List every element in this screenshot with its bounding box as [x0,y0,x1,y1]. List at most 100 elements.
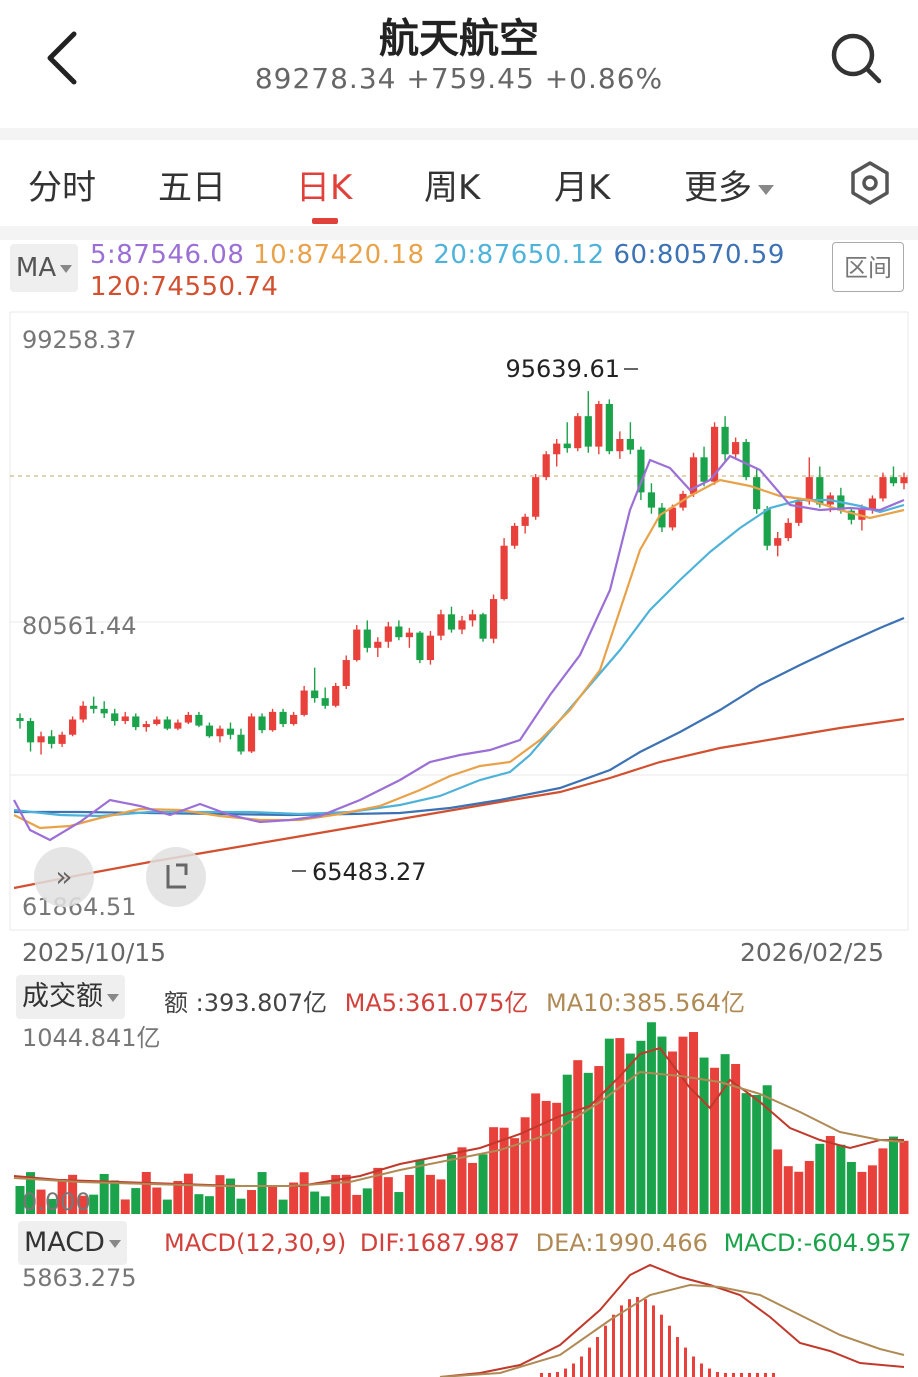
candle [511,522,519,549]
volume-bar [878,1148,888,1214]
candle [626,422,634,455]
fullscreen-button[interactable] [146,847,206,907]
candle [468,609,477,627]
volume-bar [836,1144,846,1214]
volume-bar [741,1093,751,1214]
volume-chart[interactable] [0,1010,918,1220]
macd-bar [668,1325,671,1377]
volume-bar [699,1057,709,1214]
macd-selector-label: MACD [24,1227,105,1258]
volume-bar [89,1194,99,1214]
volume-bar [720,1054,730,1214]
macd-bar [708,1368,711,1377]
ma-selector[interactable]: MA [10,244,78,292]
chevron-down-icon [108,1239,121,1248]
candle [163,716,171,731]
volume-bar [383,1177,393,1214]
volume-bar [320,1196,330,1214]
volume-bar [846,1161,856,1214]
candle [405,628,413,648]
hexagon-gear-icon[interactable] [848,160,892,206]
candle [69,716,77,737]
candle [47,730,56,749]
candle [395,620,403,641]
macd-bar [772,1373,775,1377]
volume-bar [752,1095,762,1214]
volume-bar [236,1198,246,1214]
volume-bar [331,1175,341,1214]
ma10-line [13,478,905,830]
macd-bar [692,1356,695,1377]
volume-bar [657,1036,667,1214]
candle [58,731,66,747]
volume-bar [573,1060,583,1214]
volume-bar [68,1174,78,1214]
volume-bar [531,1093,541,1214]
volume-bar [194,1194,204,1214]
candlestick-chart[interactable]: 95639.61 65483.27 [0,300,918,940]
volume-bar [352,1194,362,1214]
macd-legend: MACD(12,30,9) DIF:1687.987 DEA:1990.466 … [164,1229,912,1257]
ma60-line [14,616,905,817]
candle [447,606,456,633]
candle [111,708,119,726]
range-button[interactable]: 区间 [832,242,904,292]
volume-bar [162,1199,172,1214]
ma20-value: 20:87650.12 [433,240,605,270]
volume-bar [478,1154,488,1214]
volume-bar [625,1053,635,1214]
volume-y-top: 1044.841亿 [22,1024,161,1052]
volume-bar [26,1172,36,1214]
candle [300,685,308,717]
tab-more[interactable]: 更多 [684,160,774,209]
ma-legend-row-1: 5:87546.08 10:87420.18 20:87650.12 60:80… [90,240,785,270]
macd-bar [620,1305,623,1377]
candle [574,413,582,452]
tab-daily-k[interactable]: 日K [296,168,353,208]
volume-bar [183,1173,193,1214]
macd-bar [556,1372,559,1377]
tab-weekly-k[interactable]: 周K [424,168,481,208]
volume-selector[interactable]: 成交额 [16,975,125,1019]
candle [374,637,382,657]
volume-ma10: MA10:385.564亿 [545,989,745,1017]
expand-left-button[interactable]: » [34,847,94,907]
volume-bar [562,1074,572,1214]
candle [353,624,361,662]
volume-bar [436,1179,446,1214]
volume-bar [99,1173,109,1214]
macd-selector[interactable]: MACD [18,1221,127,1265]
volume-bar [310,1191,320,1214]
macd-chart[interactable] [0,1255,918,1377]
volume-amount: 额 :393.807亿 [164,989,327,1017]
candle [268,708,277,732]
date-end-label: 2026/02/25 [740,938,885,967]
candle [132,713,140,731]
tab-five-day[interactable]: 五日 [158,168,226,208]
volume-ma10-line [13,1070,905,1187]
candle [542,451,550,481]
search-icon[interactable] [828,30,884,86]
volume-bar [278,1199,288,1214]
volume-bar [762,1085,772,1214]
volume-bar [15,1186,25,1214]
volume-bar [362,1188,372,1214]
macd-bar [548,1373,551,1377]
double-chevron-right-icon: » [55,860,73,893]
chevron-left-icon[interactable] [40,28,90,88]
volume-bar [815,1143,825,1214]
tab-intraday[interactable]: 分时 [28,168,96,208]
macd-bar [596,1337,599,1377]
tab-monthly-k[interactable]: 月K [554,168,611,208]
macd-bar [740,1373,743,1377]
candle [553,439,561,467]
volume-bar [141,1172,151,1214]
volume-bar [783,1166,793,1214]
candle [658,503,666,533]
candle [732,437,740,459]
candle [205,722,214,738]
candle [100,701,108,718]
fullscreen-icon [166,863,188,889]
candle [216,725,224,743]
macd-bar [700,1363,703,1377]
